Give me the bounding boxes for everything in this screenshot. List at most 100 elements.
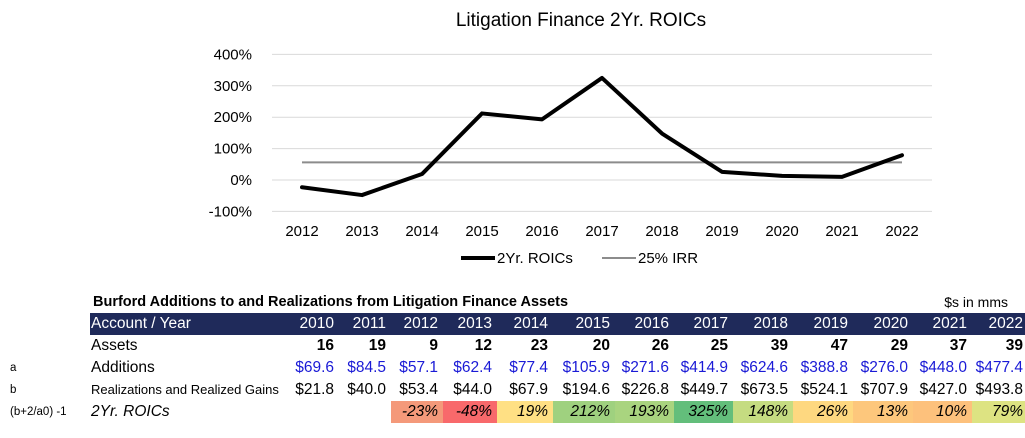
table-cell: $624.6 — [740, 359, 788, 376]
y-tick-label: 200% — [214, 109, 252, 126]
x-tick-label: 2020 — [765, 223, 798, 240]
table-cell: $21.8 — [295, 381, 334, 398]
table-cell: 19 — [368, 337, 386, 354]
chart-legend: 2Yr. ROICs 25% IRR — [461, 250, 698, 267]
table-cell: 39 — [1005, 337, 1023, 354]
header-year: 2017 — [674, 313, 733, 335]
gridlines — [272, 53, 932, 212]
row-key — [0, 335, 90, 357]
x-tick-label: 2012 — [285, 223, 318, 240]
table-cell: 9 — [429, 337, 438, 354]
row-key: (b+2/a0) -1 — [10, 406, 67, 418]
table-cell: 20 — [592, 337, 610, 354]
row-label: Realizations and Realized Gains — [91, 382, 279, 397]
table-cell — [339, 401, 391, 423]
x-tick-label: 2016 — [525, 223, 558, 240]
header-year: 2015 — [553, 313, 615, 335]
legend-label-roic: 2Yr. ROICs — [497, 250, 573, 267]
units-note: $s in mms — [944, 294, 1008, 310]
y-tick-label: -100% — [209, 203, 252, 220]
roic-line — [300, 75, 904, 198]
data-table: Account / Year 2010 2011 2012 2013 2014 2015 20… — [0, 313, 1025, 423]
table-cell: 26% — [793, 401, 853, 423]
table-cell: $673.5 — [740, 381, 788, 398]
table-cell: 37 — [949, 337, 967, 354]
table-cell: $40.0 — [347, 381, 386, 398]
x-tick-label: 2022 — [885, 223, 918, 240]
row-key: b — [10, 384, 17, 396]
header-spacer — [0, 313, 90, 335]
table-cell: $226.8 — [621, 381, 669, 398]
table-row: Assets 16 19 9 12 23 20 26 25 39 47 29 37 39 — [0, 335, 1025, 357]
table-cell: -48% — [443, 401, 497, 423]
table-title: Burford Additions to and Realizations fr… — [93, 294, 569, 310]
x-tick-label: 2014 — [405, 223, 438, 240]
table-cell: $53.4 — [399, 381, 438, 398]
table-cell: $194.6 — [562, 381, 610, 398]
table-cell: 193% — [615, 401, 674, 423]
table-cell: $449.7 — [680, 381, 728, 398]
header-year: 2011 — [339, 313, 391, 335]
table-cell: $524.1 — [800, 381, 848, 398]
table-cell: $707.9 — [860, 381, 908, 398]
table-cell: 10% — [913, 401, 972, 423]
additions-realizations-table: Burford Additions to and Realizations fr… — [0, 294, 1025, 432]
table-cell: $105.9 — [562, 359, 610, 376]
table-cell: $77.4 — [509, 359, 548, 376]
header-year: 2013 — [443, 313, 497, 335]
table-cell: $271.6 — [621, 359, 669, 376]
header-year: 2021 — [913, 313, 972, 335]
table-cell: 16 — [316, 337, 334, 354]
table-cell: $84.5 — [347, 359, 386, 376]
row-label: 2Yr. ROICs — [91, 403, 170, 420]
table-cell: 19% — [497, 401, 553, 423]
series-lines — [300, 75, 904, 198]
header-year: 2016 — [615, 313, 674, 335]
table-cell: $276.0 — [860, 359, 908, 376]
x-tick-label: 2021 — [825, 223, 858, 240]
table-cell — [289, 401, 339, 423]
table-cell: 13% — [853, 401, 913, 423]
table-row: b Realizations and Realized Gains $21.8 $40… — [0, 379, 1025, 401]
x-tick-label: 2017 — [585, 223, 618, 240]
table-cell: 47 — [830, 337, 848, 354]
header-year: 2019 — [793, 313, 853, 335]
y-tick-label: 300% — [214, 78, 252, 95]
table-cell: 325% — [674, 401, 733, 423]
header-label: Account / Year — [90, 313, 289, 335]
x-tick-label: 2019 — [705, 223, 738, 240]
table-header-row: Account / Year 2010 2011 2012 2013 2014 2015 20… — [0, 313, 1025, 335]
table-cell: 25 — [710, 337, 728, 354]
table-cell: $67.9 — [509, 381, 548, 398]
table-cell: $427.0 — [919, 381, 967, 398]
x-tick-label: 2013 — [345, 223, 378, 240]
header-year: 2014 — [497, 313, 553, 335]
table-row: (b+2/a0) -1 2Yr. ROICs -23% -48% 19% 212% 193%… — [0, 401, 1025, 423]
row-key: a — [10, 362, 17, 374]
table-cell: $414.9 — [680, 359, 728, 376]
x-tick-label: 2018 — [645, 223, 678, 240]
table-cell: $477.4 — [975, 359, 1023, 376]
header-year: 2022 — [972, 313, 1025, 335]
table-cell: 39 — [770, 337, 788, 354]
x-axis-ticks: 2012 2013 2014 2015 2016 2017 2018 2019 2020 2021… — [285, 223, 918, 240]
header-year: 2012 — [391, 313, 443, 335]
table-cell: 212% — [553, 401, 615, 423]
chart-title: Litigation Finance 2Yr. ROICs — [456, 10, 706, 31]
y-tick-label: 0% — [230, 172, 252, 189]
header-year: 2010 — [289, 313, 339, 335]
y-tick-label: 100% — [214, 141, 252, 158]
table-row: a Additions $69.6 $84.5 $57.1 $62.4 $77.4 $105.… — [0, 357, 1025, 379]
row-label: Assets — [91, 337, 138, 354]
table-cell: 148% — [733, 401, 793, 423]
table-cell: $448.0 — [919, 359, 967, 376]
x-tick-label: 2015 — [465, 223, 498, 240]
table-cell: 79% — [972, 401, 1025, 423]
table-cell: 12 — [474, 337, 492, 354]
table-cell: $69.6 — [295, 359, 334, 376]
row-label: Additions — [91, 359, 155, 376]
table-cell: 26 — [651, 337, 669, 354]
table-cell: $62.4 — [453, 359, 492, 376]
header-year: 2020 — [853, 313, 913, 335]
roic-line-chart: Litigation Finance 2Yr. ROICs 400% 300% 20… — [209, 10, 932, 267]
